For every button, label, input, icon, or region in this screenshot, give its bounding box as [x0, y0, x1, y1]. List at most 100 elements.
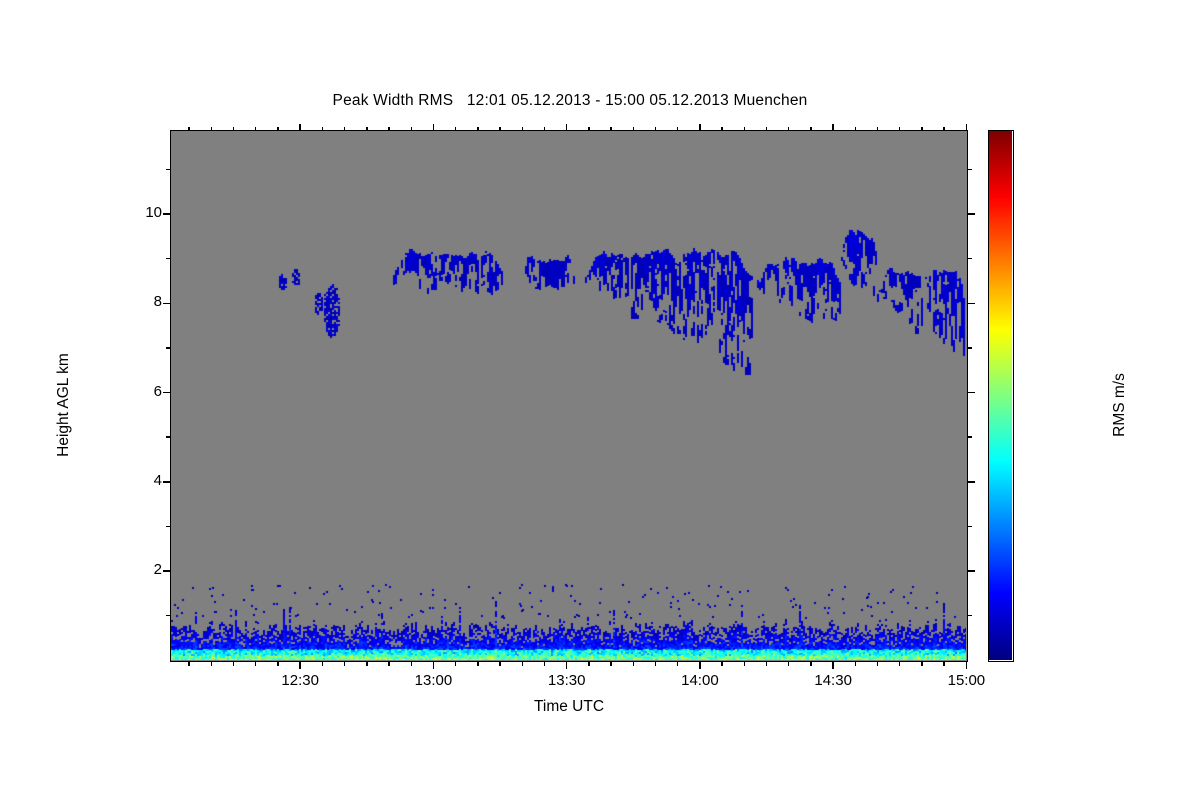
y-tick-major-right	[968, 481, 975, 483]
x-tick-minor-top	[854, 127, 857, 131]
x-tick-minor-top	[454, 127, 457, 131]
x-tick-minor-top	[921, 127, 923, 131]
x-tick-major	[832, 662, 834, 669]
y-tick-label: 2	[153, 561, 162, 579]
x-tick-minor	[255, 662, 257, 666]
x-tick-minor-top	[321, 127, 324, 131]
x-tick-minor	[521, 662, 523, 666]
x-tick-minor	[454, 662, 457, 666]
x-tick-minor	[943, 662, 945, 666]
x-tick-minor-top	[677, 127, 679, 131]
x-tick-label: 12:30	[281, 672, 319, 689]
x-tick-label: 13:00	[414, 672, 453, 689]
x-tick-minor	[410, 662, 412, 666]
x-tick-minor	[588, 662, 590, 666]
x-tick-minor	[788, 662, 790, 666]
x-tick-major	[565, 662, 568, 669]
y-tick-label: 10	[145, 203, 162, 221]
y-tick-minor-right	[968, 168, 972, 171]
x-tick-minor	[677, 662, 679, 666]
x-tick-minor-top	[410, 127, 412, 131]
x-tick-minor-top	[721, 127, 723, 131]
x-tick-minor-top	[743, 127, 746, 131]
x-tick-minor	[899, 662, 901, 666]
x-tick-minor	[632, 662, 634, 666]
y-tick-minor	[166, 257, 170, 260]
x-tick-label: 13:30	[547, 672, 586, 689]
y-tick-major	[163, 213, 170, 215]
x-tick-minor	[232, 662, 235, 666]
y-tick-major	[163, 391, 170, 394]
heatmap-canvas	[171, 131, 966, 660]
x-tick-minor-top	[632, 127, 634, 131]
x-tick-minor	[876, 662, 879, 666]
x-tick-minor-top	[876, 127, 879, 131]
x-tick-minor	[277, 662, 279, 666]
y-tick-minor	[166, 525, 170, 528]
x-tick-minor	[743, 662, 746, 666]
x-tick-minor-top	[477, 127, 479, 131]
x-tick-label: 15:00	[947, 672, 986, 689]
x-tick-minor	[366, 662, 368, 666]
y-tick-minor	[166, 347, 170, 349]
x-tick-minor-top	[188, 127, 190, 131]
x-tick-minor	[921, 662, 923, 666]
x-tick-major	[965, 662, 968, 669]
x-tick-major-top	[565, 124, 568, 131]
x-tick-major	[699, 662, 701, 669]
y-tick-major	[163, 302, 170, 304]
y-tick-minor-right	[968, 347, 972, 349]
x-tick-minor	[765, 662, 768, 666]
x-tick-minor	[810, 662, 812, 666]
x-tick-minor-top	[499, 127, 501, 131]
x-tick-minor-top	[366, 127, 368, 131]
y-tick-major	[163, 570, 170, 572]
x-tick-minor-top	[232, 127, 235, 131]
x-tick-major	[299, 662, 301, 669]
x-tick-minor-top	[343, 127, 346, 131]
x-tick-minor-top	[765, 127, 768, 131]
y-tick-major-right	[968, 391, 975, 394]
x-tick-minor	[654, 662, 657, 666]
x-tick-minor	[610, 662, 612, 666]
x-tick-minor-top	[810, 127, 812, 131]
x-tick-minor-top	[543, 127, 546, 131]
page-title: Peak Width RMS 12:01 05.12.2013 - 15:00 …	[332, 92, 808, 109]
x-tick-minor-top	[521, 127, 523, 131]
y-axis-title: Height AGL km	[55, 353, 72, 457]
x-tick-minor-top	[388, 127, 390, 131]
x-axis-title: Time UTC	[533, 698, 605, 715]
y-tick-minor-right	[968, 525, 972, 528]
x-tick-minor-top	[610, 127, 612, 131]
x-tick-minor	[499, 662, 501, 666]
x-tick-minor-top	[654, 127, 657, 131]
x-tick-minor-top	[210, 127, 213, 131]
x-tick-major-top	[832, 124, 834, 131]
y-tick-major-right	[968, 213, 975, 215]
colorbar-gradient	[989, 131, 1012, 660]
plot-area	[170, 130, 968, 662]
x-tick-minor	[388, 662, 390, 666]
colorbar-title: RMS m/s	[1111, 373, 1128, 437]
x-tick-minor	[721, 662, 723, 666]
y-tick-minor	[166, 436, 170, 438]
y-tick-label: 6	[153, 382, 162, 400]
colorbar	[988, 130, 1014, 662]
x-tick-major-top	[432, 124, 435, 131]
x-tick-minor	[854, 662, 857, 666]
x-tick-minor	[477, 662, 479, 666]
y-tick-minor-right	[968, 436, 972, 438]
x-tick-minor	[210, 662, 213, 666]
x-tick-label: 14:00	[681, 672, 719, 689]
x-tick-major-top	[965, 124, 968, 131]
y-tick-major	[163, 481, 170, 483]
y-tick-minor-right	[968, 257, 972, 260]
x-tick-minor	[321, 662, 324, 666]
y-tick-major-right	[968, 570, 975, 572]
x-tick-minor	[188, 662, 190, 666]
y-tick-minor	[166, 168, 170, 171]
x-tick-major-top	[699, 124, 701, 131]
y-tick-label: 4	[153, 471, 162, 489]
x-tick-minor-top	[788, 127, 790, 131]
